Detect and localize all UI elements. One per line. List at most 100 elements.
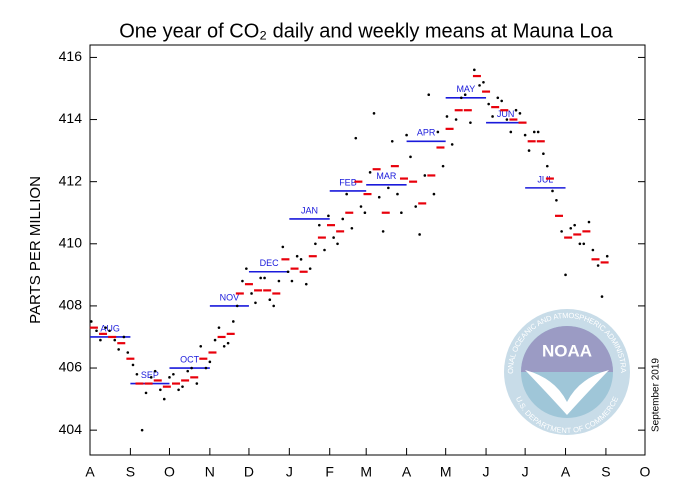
daily-point: [286, 270, 290, 274]
daily-point: [454, 118, 458, 121]
daily-point: [254, 301, 257, 305]
daily-point: [204, 366, 208, 370]
daily-point: [542, 152, 545, 156]
logo-ring-text: NATIONAL OCEANIC AND ATMOSPHERIC ADMINIS…: [0, 0, 628, 374]
daily-point: [213, 338, 217, 342]
month-label: OCT: [180, 354, 200, 364]
daily-point: [381, 230, 385, 233]
daily-point: [377, 195, 381, 199]
daily-point: [555, 199, 558, 202]
daily-point: [427, 93, 431, 96]
daily-point: [153, 369, 157, 373]
daily-point: [605, 254, 609, 258]
daily-point: [222, 344, 226, 348]
daily-point: [345, 192, 348, 196]
date-note: September 2019: [651, 358, 662, 432]
daily-point: [104, 326, 107, 329]
daily-point: [290, 279, 294, 283]
daily-point: [432, 192, 436, 196]
daily-point: [354, 136, 358, 140]
daily-point: [545, 164, 549, 168]
daily-point: [487, 102, 490, 106]
daily-point: [514, 108, 518, 112]
month-label: APR: [417, 128, 436, 138]
daily-point: [363, 211, 367, 215]
daily-point: [582, 242, 586, 246]
daily-point: [350, 226, 354, 230]
daily-point: [460, 96, 463, 100]
month-label: JAN: [301, 205, 318, 215]
daily-point: [235, 304, 239, 308]
daily-point: [578, 242, 582, 246]
daily-point: [304, 282, 308, 286]
daily-point: [299, 258, 303, 261]
month-label: AUG: [100, 323, 120, 333]
daily-point: [241, 279, 244, 283]
y-tick-label: 416: [59, 48, 83, 64]
daily-point: [423, 174, 427, 177]
daily-point: [341, 217, 345, 221]
daily-point: [441, 164, 445, 168]
x-tick-label: O: [640, 464, 651, 480]
x-tick-label: A: [85, 464, 95, 480]
daily-point: [332, 236, 335, 239]
daily-point: [560, 230, 563, 233]
daily-point: [245, 267, 248, 270]
daily-point: [600, 295, 604, 298]
daily-point: [496, 96, 500, 100]
x-tick-label: J: [286, 464, 293, 480]
x-tick-label: N: [205, 464, 215, 480]
daily-point: [108, 329, 111, 333]
daily-point: [195, 382, 199, 385]
x-tick-label: S: [126, 464, 135, 480]
x-tick-label: D: [244, 464, 254, 480]
daily-point: [272, 304, 275, 308]
daily-point: [573, 223, 576, 227]
y-tick-label: 404: [59, 421, 83, 437]
daily-point: [308, 267, 312, 270]
month-label: SEP: [141, 370, 159, 380]
daily-point: [323, 248, 326, 252]
month-label: MAY: [456, 84, 475, 94]
month-label: DEC: [260, 258, 280, 268]
y-tick-label: 406: [59, 359, 83, 375]
daily-point: [208, 360, 212, 364]
daily-point: [226, 341, 230, 345]
daily-point: [445, 115, 449, 118]
logo-sky: [521, 326, 613, 372]
x-tick-label: S: [601, 464, 610, 480]
daily-point: [414, 205, 418, 208]
daily-point: [409, 155, 412, 159]
daily-point: [159, 388, 162, 392]
daily-point: [527, 149, 531, 152]
daily-point: [505, 118, 509, 121]
daily-point: [390, 139, 394, 143]
daily-point: [177, 388, 180, 392]
x-tick-label: A: [402, 464, 412, 480]
plot-frame: [89, 44, 646, 456]
daily-point: [387, 186, 390, 190]
daily-point: [523, 133, 527, 137]
x-tick-label: J: [522, 464, 529, 480]
y-tick-label: 410: [59, 234, 83, 250]
daily-point: [99, 338, 102, 342]
chart-title: One year of CO₂ daily and weekly means a…: [119, 20, 613, 42]
daily-point: [564, 273, 567, 277]
month-label: JUL: [537, 174, 553, 184]
daily-point: [372, 112, 376, 115]
daily-point: [469, 121, 472, 124]
logo-top-text: NATIONAL OCEANIC AND ATMOSPHERIC ADMINIS…: [0, 0, 628, 374]
daily-point: [172, 372, 175, 376]
daily-point: [536, 130, 540, 134]
daily-point: [131, 363, 135, 367]
daily-point: [126, 351, 130, 354]
daily-point: [144, 391, 148, 395]
daily-point: [135, 372, 139, 376]
daily-point: [90, 320, 93, 323]
daily-point: [259, 276, 262, 280]
daily-point: [277, 279, 281, 283]
x-tick-label: A: [561, 464, 571, 480]
daily-point: [396, 192, 399, 196]
month-label: FEB: [339, 177, 357, 187]
